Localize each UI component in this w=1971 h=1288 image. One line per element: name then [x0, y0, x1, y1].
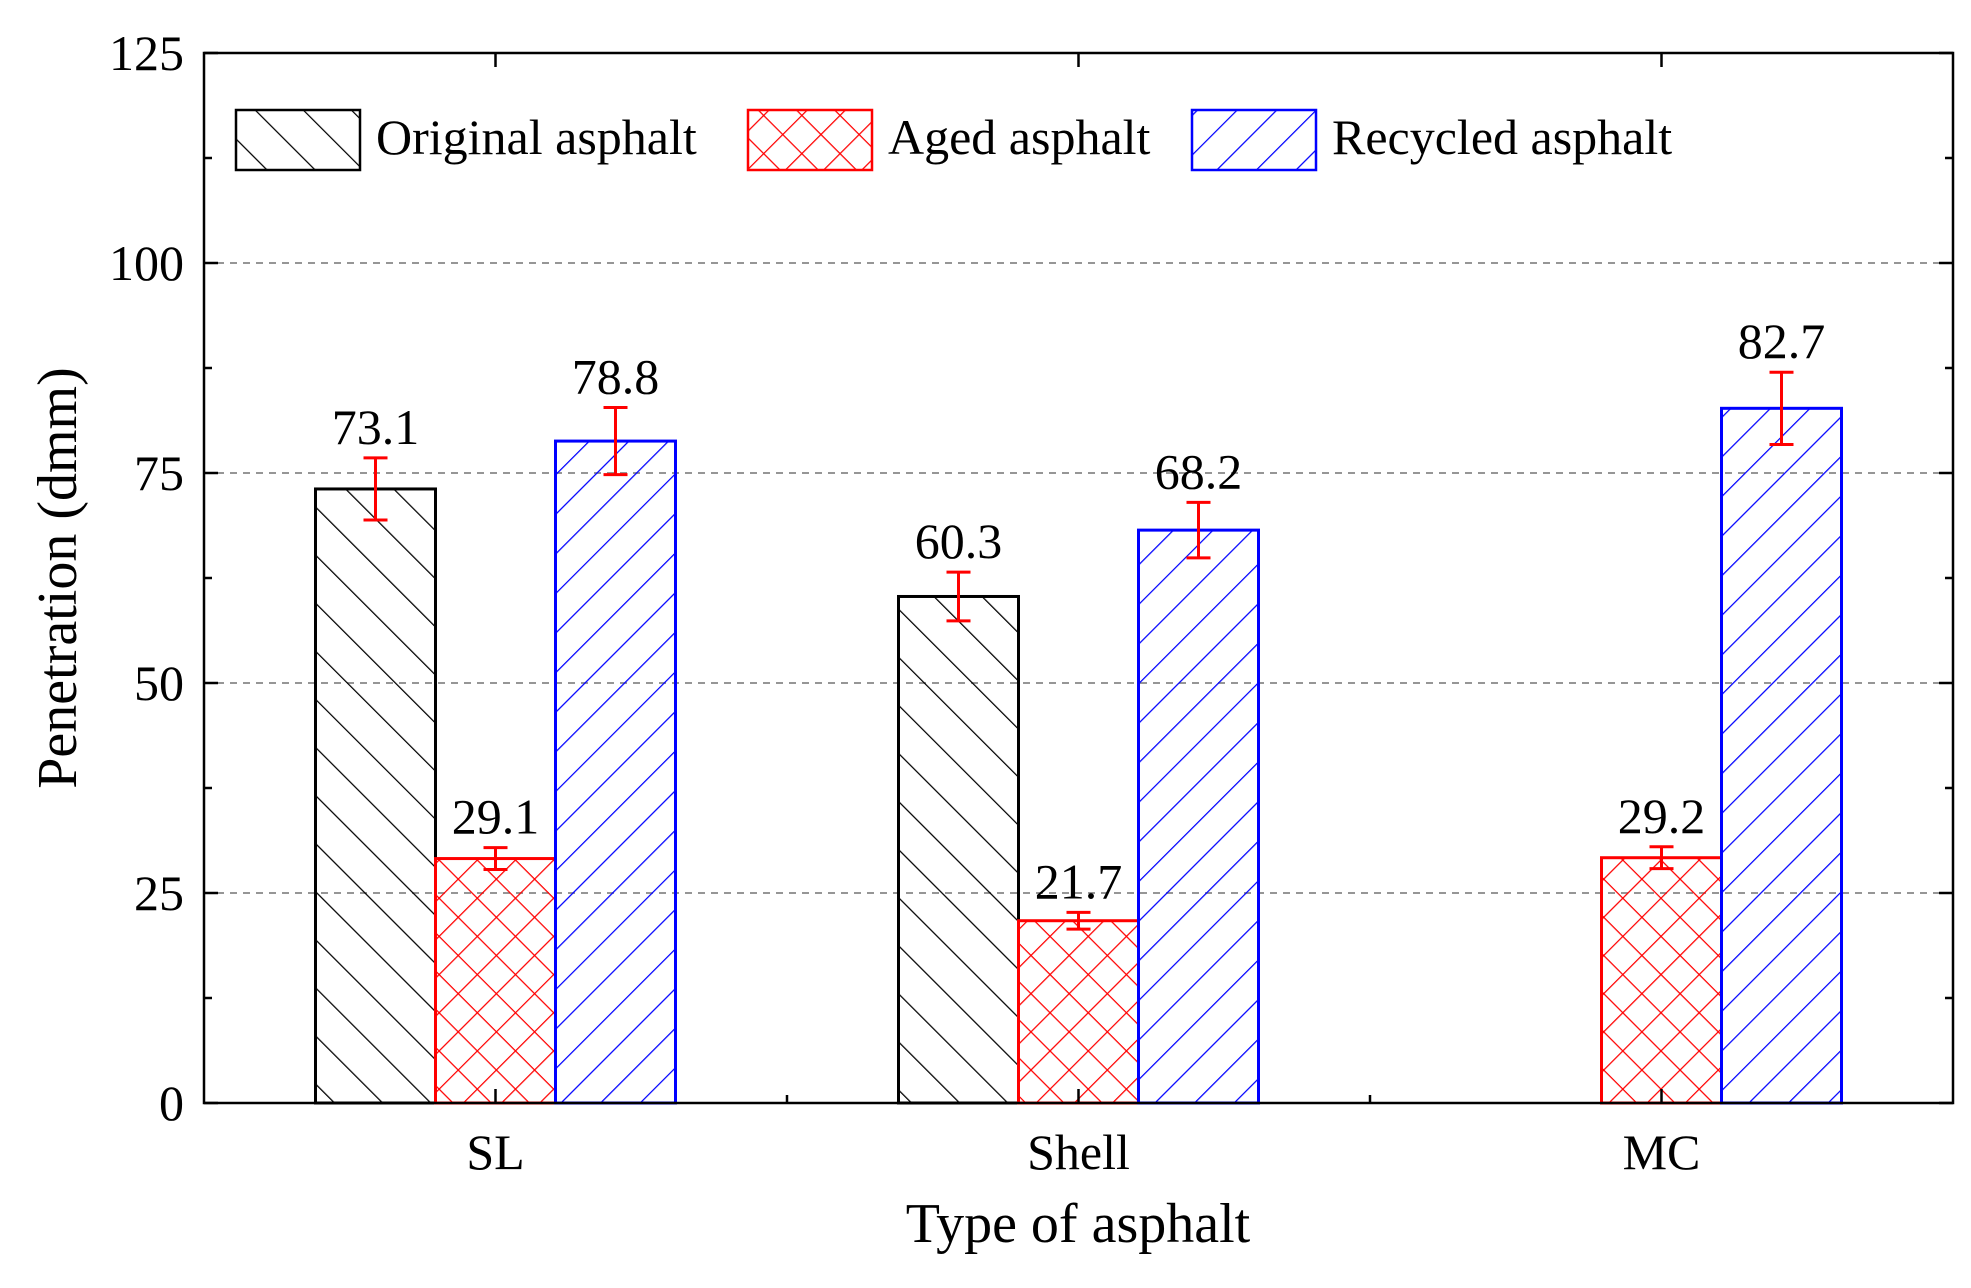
y-tick-label: 125	[109, 25, 184, 81]
y-tick-label: 25	[134, 865, 184, 921]
axis-ticks: 0 25 50 75 100 125 SL Shell MC	[109, 25, 1953, 1180]
error-bar	[1066, 910, 1091, 931]
error-bar	[1186, 500, 1211, 560]
data-label: 82.7	[1738, 313, 1826, 369]
legend-label-recycled: Recycled asphalt	[1332, 109, 1672, 165]
error-bar	[946, 570, 971, 623]
error-bar	[603, 405, 628, 477]
data-label: 60.3	[915, 513, 1003, 569]
legend-swatch-recycled	[1190, 108, 1318, 172]
y-tick-label: 100	[109, 235, 184, 291]
error-bar	[363, 456, 388, 522]
error-bar	[1649, 845, 1674, 871]
error-bar	[1769, 370, 1794, 446]
x-axis-title: Type of asphalt	[906, 1193, 1251, 1255]
bars	[314, 406, 1843, 1105]
error-bar	[483, 846, 508, 871]
data-label: 73.1	[332, 399, 420, 455]
bar-aged-shell	[1017, 919, 1140, 1105]
data-label: 78.8	[572, 348, 660, 404]
data-label: 21.7	[1035, 853, 1123, 909]
data-label: 68.2	[1155, 443, 1243, 499]
legend-swatch-aged	[746, 108, 874, 172]
x-tick-label: Shell	[1027, 1124, 1130, 1180]
bar-recycled-mc	[1720, 406, 1843, 1105]
y-tick-label: 0	[159, 1075, 184, 1131]
bar-recycled-shell	[1137, 528, 1260, 1105]
error-bars	[363, 370, 1794, 931]
bar-recycled-sl	[554, 439, 677, 1105]
x-tick-label: MC	[1623, 1124, 1701, 1180]
data-label: 29.1	[452, 789, 540, 845]
data-label: 29.2	[1618, 788, 1706, 844]
legend-label-original: Original asphalt	[376, 109, 697, 165]
legend-swatch-original	[234, 108, 362, 172]
legend: Original asphalt Aged asphalt Recycled a…	[234, 108, 1672, 172]
y-tick-label: 50	[134, 655, 184, 711]
x-tick-label: SL	[466, 1124, 524, 1180]
bar-original-shell	[897, 594, 1020, 1105]
bar-aged-sl	[434, 857, 557, 1105]
bar-original-sl	[314, 487, 437, 1105]
y-tick-label: 75	[134, 445, 184, 501]
data-labels: 73.1 60.3 29.1 21.7 29.2 78.8 68.2 82.7	[332, 313, 1826, 909]
bar-aged-mc	[1600, 856, 1723, 1105]
legend-label-aged: Aged asphalt	[888, 109, 1151, 165]
y-axis-title: Penetration (dmm)	[27, 367, 89, 788]
